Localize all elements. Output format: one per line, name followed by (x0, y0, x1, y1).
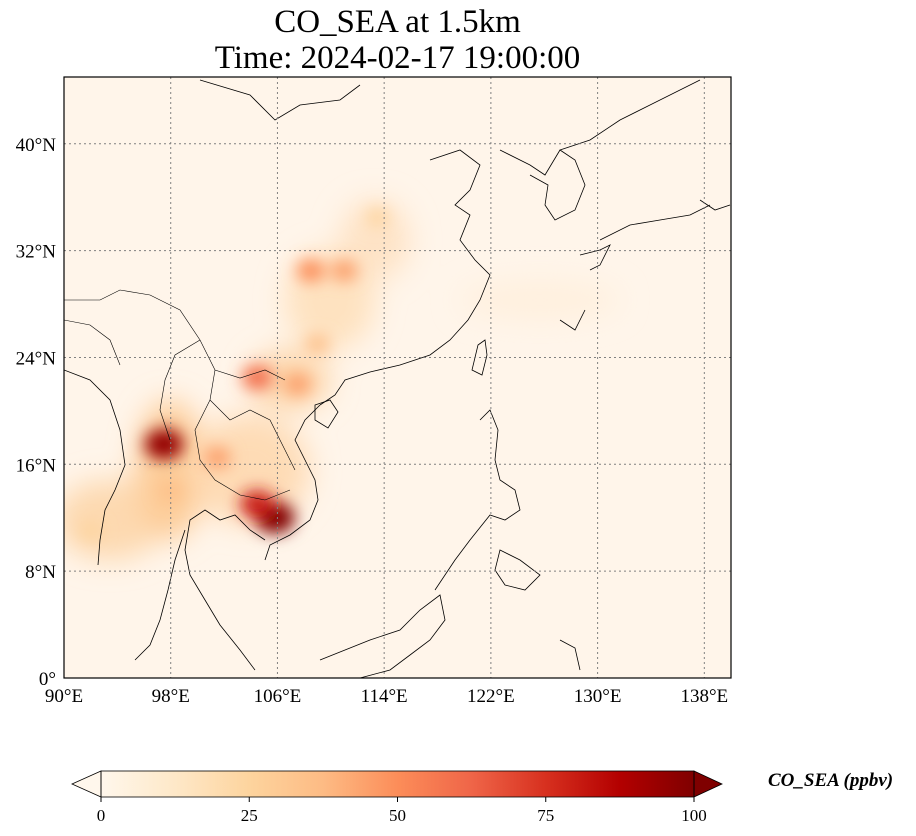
co-plume-broad (64, 200, 620, 560)
colorbar-label: CO_SEA (ppbv) (768, 770, 894, 791)
coastline-japan (559, 199, 731, 331)
colorbar-tick-label: 25 (241, 806, 258, 825)
co-hotspot-4 (284, 373, 311, 395)
plot-area (64, 77, 731, 678)
coastline-vietnam (264, 404, 321, 561)
co-hotspot-1 (239, 490, 276, 519)
colorbar-tick-label: 75 (537, 806, 554, 825)
lon-tick-label: 98°E (152, 686, 190, 707)
colorbar-extend-min (71, 770, 102, 798)
lat-tick-label: 40°N (16, 135, 57, 156)
coastline-borneo (319, 594, 446, 678)
lon-tick-label: 106°E (254, 686, 302, 707)
coastline-china-north (199, 79, 491, 406)
lon-tick-labels: 90°E 98°E 106°E 114°E 122°E 130°E 138°E (45, 686, 728, 707)
colorbar-tick-label: 50 (389, 806, 406, 825)
co-hotspot-3 (242, 365, 273, 390)
coastline-gulf-of-thailand (184, 509, 266, 671)
co-hotspot-8 (305, 334, 330, 354)
plume-indochina (190, 415, 310, 525)
plume-north-china (340, 200, 410, 280)
coastline-philippines (434, 409, 581, 671)
lon-tick-label: 130°E (574, 686, 622, 707)
co-field (64, 200, 620, 560)
plume-east-china-sea (460, 280, 620, 320)
lat-tick-label: 8°N (25, 562, 56, 583)
co-hotspot-6 (330, 259, 358, 282)
map-title-line-2: Time: 2024-02-17 19:00:00 (214, 40, 581, 76)
coastlines (64, 79, 731, 678)
co-hotspot-2 (144, 428, 184, 460)
colorbar-tick-label: 100 (681, 806, 707, 825)
lon-tick-label: 114°E (361, 686, 408, 707)
coastline-hainan (314, 399, 339, 429)
borders-inland (64, 289, 296, 501)
colorbar: 0 25 50 75 100 (71, 770, 723, 825)
co-hotspot-10 (79, 522, 102, 540)
lat-tick-label: 32°N (16, 242, 57, 263)
co-hotspot-11 (158, 481, 183, 501)
plot-frame (63, 76, 732, 679)
coastline-korea (499, 149, 586, 221)
gridlines (64, 77, 731, 678)
colorbar-tick-label: 0 (97, 806, 106, 825)
lat-tick-label: 0° (39, 669, 56, 690)
lat-tick-label: 16°N (16, 455, 57, 476)
map-title-line-1: CO_SEA at 1.5km (274, 4, 521, 40)
lon-tick-label: 122°E (467, 686, 515, 707)
lat-tick-label: 24°N (16, 348, 57, 369)
coastline-myanmar (64, 369, 126, 566)
co-hotspot-9 (366, 208, 389, 227)
coastline-malay-peninsula (134, 529, 186, 661)
lon-tick-label: 138°E (680, 686, 728, 707)
coastline-korea-north (559, 79, 701, 151)
colorbar-extend-max (693, 770, 723, 798)
co-hotspot-7 (204, 446, 231, 469)
co-hotspots (79, 208, 389, 540)
coastline-taiwan (471, 339, 488, 376)
lat-tick-labels: 0° 8°N 16°N 24°N 32°N 40°N (16, 135, 57, 690)
colorbar-gradient (101, 771, 694, 797)
colorbar-ticks: 0 25 50 75 100 (97, 797, 707, 825)
lon-tick-label: 90°E (45, 686, 83, 707)
co-hotspot-5 (296, 259, 325, 282)
